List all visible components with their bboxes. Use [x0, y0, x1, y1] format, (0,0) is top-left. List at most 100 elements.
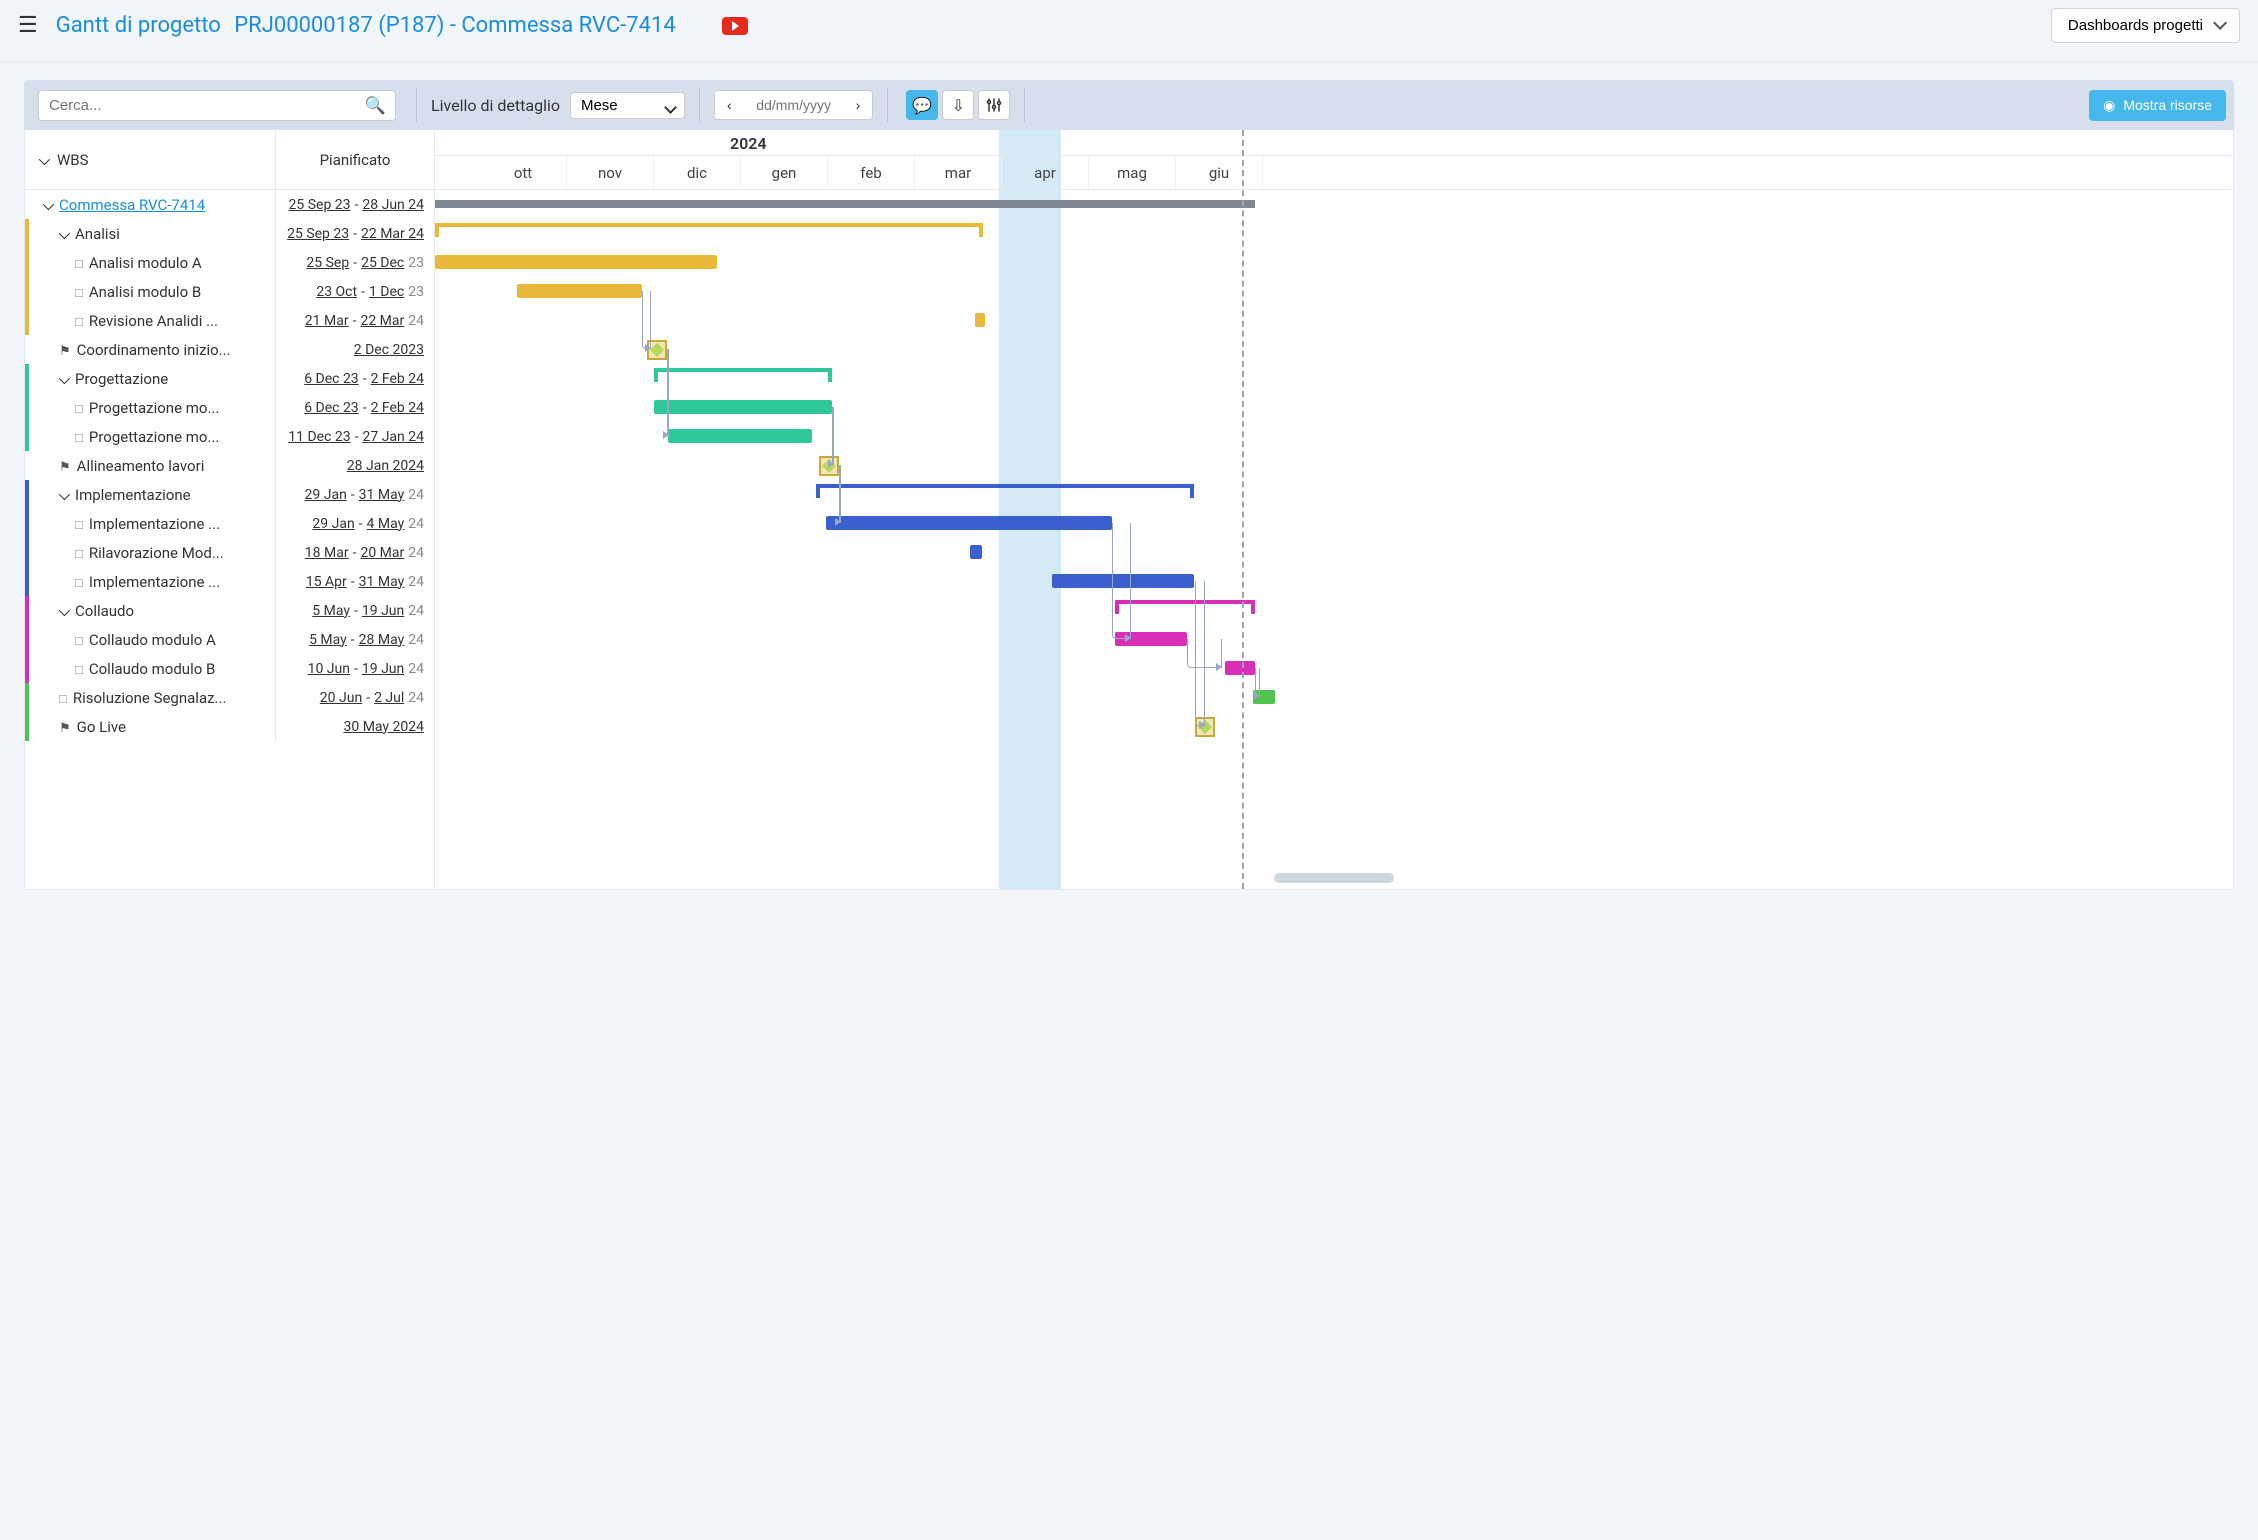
date-end[interactable]: 25 Dec — [361, 255, 404, 271]
date-start[interactable]: 29 Jan — [305, 487, 347, 503]
date-end[interactable]: 4 May — [367, 516, 405, 532]
expand-icon[interactable] — [59, 602, 71, 620]
date-end[interactable]: 28 Jun 24 — [362, 197, 424, 213]
wbs-row[interactable]: Commessa RVC-741425 Sep 23 - 28 Jun 24 — [25, 190, 434, 219]
wbs-row[interactable]: Analisi modulo A25 Sep - 25 Dec 23 — [25, 248, 434, 277]
date-end[interactable]: 30 May 2024 — [343, 719, 424, 735]
task-name: Progettazione mo... — [89, 399, 219, 417]
date-start[interactable]: 15 Apr — [306, 574, 347, 590]
wbs-row[interactable]: Collaudo modulo A5 May - 28 May 24 — [25, 625, 434, 654]
task-bar[interactable] — [1225, 661, 1255, 675]
task-bar[interactable] — [970, 545, 982, 559]
wbs-row[interactable]: Collaudo5 May - 19 Jun 24 — [25, 596, 434, 625]
date-start[interactable]: 6 Dec 23 — [304, 371, 359, 387]
document-icon — [75, 515, 85, 533]
horizontal-scrollbar[interactable] — [1274, 873, 1394, 883]
wbs-row[interactable]: Progettazione mo...6 Dec 23 - 2 Feb 24 — [25, 393, 434, 422]
task-bar[interactable] — [975, 313, 985, 327]
date-start[interactable]: 6 Dec 23 — [304, 400, 359, 416]
expand-icon[interactable] — [43, 196, 55, 214]
task-bar[interactable] — [826, 516, 1112, 530]
date-end[interactable]: 20 Mar — [360, 545, 404, 561]
export-icon[interactable]: ⇩ — [942, 90, 974, 120]
project-code[interactable]: PRJ00000187 (P187) - Commessa RVC-7414 — [234, 13, 675, 38]
wbs-row[interactable]: Risoluzione Segnalaz...20 Jun - 2 Jul 24 — [25, 683, 434, 712]
date-prev-button[interactable]: ‹ — [715, 91, 744, 119]
date-end[interactable]: 2 Feb 24 — [371, 371, 424, 387]
wbs-header[interactable]: WBS — [25, 151, 275, 169]
date-end[interactable]: 27 Jan 24 — [363, 429, 425, 445]
search-input[interactable] — [38, 90, 396, 121]
date-end[interactable]: 19 Jun — [362, 603, 404, 619]
wbs-row[interactable]: Revisione Analidi ...21 Mar - 22 Mar 24 — [25, 306, 434, 335]
date-end[interactable]: 28 May — [359, 632, 405, 648]
wbs-row[interactable]: Allineamento lavori28 Jan 2024 — [25, 451, 434, 480]
wbs-row[interactable]: Coordinamento inizio...2 Dec 2023 — [25, 335, 434, 364]
date-end[interactable]: 2 Feb 24 — [371, 400, 424, 416]
date-start[interactable]: 29 Jan — [312, 516, 354, 532]
date-start[interactable]: 18 Mar — [305, 545, 349, 561]
wbs-row[interactable]: Progettazione mo...11 Dec 23 - 27 Jan 24 — [25, 422, 434, 451]
dashboards-label: Dashboards progetti — [2068, 17, 2203, 34]
wbs-row[interactable]: Progettazione6 Dec 23 - 2 Feb 24 — [25, 364, 434, 393]
group-bracket[interactable] — [435, 223, 983, 229]
date-start[interactable]: 21 Mar — [305, 313, 349, 329]
date-end[interactable]: 2 Dec 2023 — [354, 342, 424, 358]
date-end[interactable]: 31 May — [359, 487, 405, 503]
group-bracket[interactable] — [816, 484, 1194, 490]
document-icon — [75, 573, 85, 591]
detail-level-select[interactable]: Mese — [570, 92, 685, 119]
date-start[interactable]: 23 Oct — [316, 284, 357, 300]
date-end[interactable]: 28 Jan 2024 — [347, 458, 424, 474]
wbs-row[interactable]: Implementazione ...29 Jan - 4 May 24 — [25, 509, 434, 538]
task-name: Risoluzione Segnalaz... — [73, 689, 227, 707]
date-next-button[interactable]: › — [844, 91, 873, 119]
task-bar[interactable] — [517, 284, 642, 298]
wbs-row[interactable]: Collaudo modulo B10 Jun - 19 Jun 24 — [25, 654, 434, 683]
task-bar[interactable] — [654, 400, 832, 414]
dependency-link — [642, 291, 651, 349]
comments-icon[interactable]: 💬 — [906, 90, 938, 120]
expand-icon[interactable] — [59, 370, 71, 388]
date-end[interactable]: 1 Dec — [369, 284, 404, 300]
task-bar[interactable] — [668, 429, 812, 443]
date-start[interactable]: 25 Sep 23 — [287, 226, 349, 242]
date-start[interactable]: 25 Sep 23 — [289, 197, 351, 213]
wbs-row[interactable]: Analisi25 Sep 23 - 22 Mar 24 — [25, 219, 434, 248]
youtube-icon[interactable] — [722, 17, 748, 35]
menu-icon[interactable]: ☰ — [10, 9, 46, 42]
task-bar[interactable] — [435, 255, 717, 269]
date-end[interactable]: 2 Jul — [374, 690, 404, 706]
date-start[interactable]: 25 Sep — [306, 255, 349, 271]
milestone-icon — [59, 457, 73, 475]
wbs-row[interactable]: Go Live30 May 2024 — [25, 712, 434, 741]
timeline-header: 2024 ottnovdicgenfebmaraprmaggiu — [435, 130, 2233, 190]
gantt-chart[interactable]: 2024 ottnovdicgenfebmaraprmaggiu — [435, 130, 2233, 889]
date-end[interactable]: 19 Jun — [362, 661, 404, 677]
task-name: Progettazione mo... — [89, 428, 219, 446]
expand-icon[interactable] — [59, 225, 71, 243]
date-input[interactable] — [744, 91, 844, 119]
task-name: Analisi modulo A — [89, 254, 202, 272]
date-start[interactable]: 20 Jun — [320, 690, 362, 706]
date-end[interactable]: 31 May — [359, 574, 405, 590]
dashboards-button[interactable]: Dashboards progetti — [2051, 8, 2240, 43]
date-start[interactable]: 5 May — [309, 632, 347, 648]
wbs-row[interactable]: Implementazione ...15 Apr - 31 May 24 — [25, 567, 434, 596]
date-end[interactable]: 22 Mar 24 — [361, 226, 424, 242]
wbs-row[interactable]: Rilavorazione Mod...18 Mar - 20 Mar 24 — [25, 538, 434, 567]
show-resources-button[interactable]: Mostra risorse — [2089, 90, 2226, 121]
wbs-row[interactable]: Implementazione29 Jan - 31 May 24 — [25, 480, 434, 509]
task-name[interactable]: Commessa RVC-7414 — [59, 196, 205, 214]
planned-header[interactable]: Pianificato — [275, 130, 434, 189]
date-end[interactable]: 22 Mar — [360, 313, 404, 329]
settings-icon[interactable] — [978, 90, 1010, 120]
date-start[interactable]: 10 Jun — [308, 661, 350, 677]
expand-icon[interactable] — [59, 486, 71, 504]
date-start[interactable]: 5 May — [312, 603, 350, 619]
group-bracket[interactable] — [1115, 600, 1255, 606]
group-bracket[interactable] — [654, 368, 832, 374]
wbs-row[interactable]: Analisi modulo B23 Oct - 1 Dec 23 — [25, 277, 434, 306]
date-start[interactable]: 11 Dec 23 — [288, 429, 350, 445]
summary-bar[interactable] — [435, 200, 1255, 208]
